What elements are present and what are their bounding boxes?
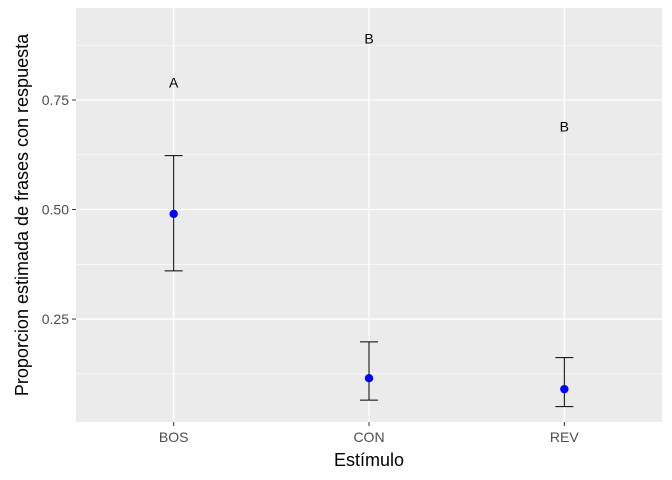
x-axis-title: Estímulo: [334, 450, 404, 470]
data-points: [169, 209, 569, 394]
y-tick-label: 0.50: [42, 202, 69, 218]
data-point: [560, 384, 569, 394]
y-tick-label: 0.75: [42, 92, 69, 108]
group-letters: A B B: [169, 31, 569, 135]
x-tick-label: BOS: [159, 429, 189, 445]
y-axis-title: Proporcion estimada de frases con respue…: [12, 33, 32, 396]
group-letter-label: B: [364, 31, 373, 47]
data-point: [364, 373, 374, 383]
group-letter-label: B: [560, 118, 569, 134]
y-axis: 0.25 0.50 0.75: [42, 92, 76, 327]
group-letter-label: A: [169, 74, 179, 90]
x-tick-label: REV: [550, 429, 579, 445]
data-point: [169, 209, 178, 219]
x-tick-label: CON: [353, 429, 384, 445]
y-tick-label: 0.25: [42, 311, 69, 327]
x-axis: BOS CON REV: [159, 422, 579, 445]
